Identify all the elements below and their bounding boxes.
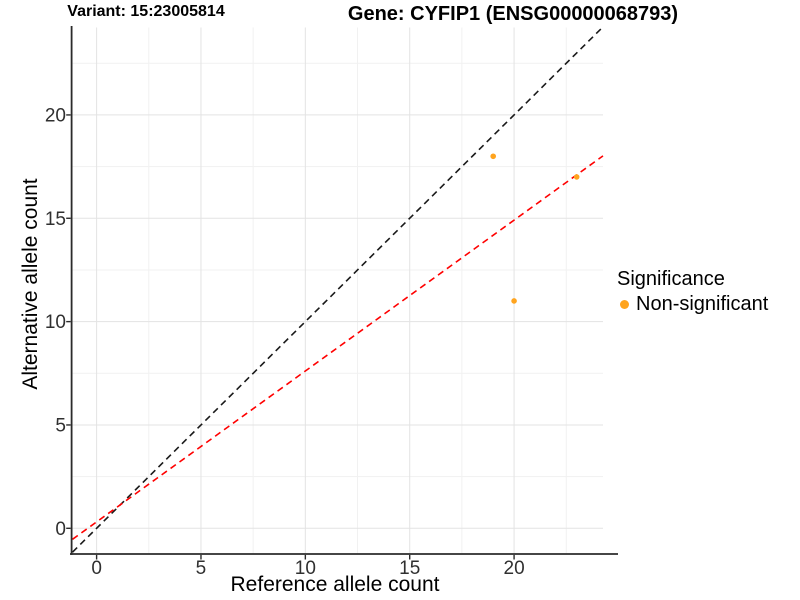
- variant-title: Variant: 15:23005814: [67, 3, 225, 20]
- legend-item-label: Non-significant: [636, 293, 769, 315]
- gene-title: Gene: CYFIP1 (ENSG00000068793): [347, 3, 679, 25]
- y-tick-label: 20: [45, 105, 66, 126]
- legend-item-non-significant: Non-significant: [617, 293, 768, 316]
- y-tick-label: 15: [45, 209, 66, 230]
- expected-ratio-line: [72, 155, 604, 540]
- y-axis-title: Alternative allele count: [19, 178, 42, 390]
- x-tick-label: 20: [504, 558, 525, 579]
- data-point: [511, 298, 517, 304]
- y-tick-label: 5: [55, 415, 66, 436]
- x-tick-label: 15: [399, 558, 420, 579]
- y-tick-label: 10: [45, 312, 66, 333]
- x-tick-label: 10: [295, 558, 316, 579]
- legend-point-icon: [620, 300, 629, 309]
- data-point: [573, 174, 580, 180]
- x-tick-label: 5: [196, 558, 207, 579]
- identity-line: [71, 26, 603, 553]
- legend: Significance Non-significant: [617, 268, 768, 316]
- y-tick-label: 0: [55, 519, 66, 540]
- legend-title: Significance: [617, 268, 725, 290]
- x-tick-label: 0: [91, 558, 102, 579]
- data-point: [490, 153, 497, 160]
- x-axis-title: Reference allele count: [230, 573, 440, 596]
